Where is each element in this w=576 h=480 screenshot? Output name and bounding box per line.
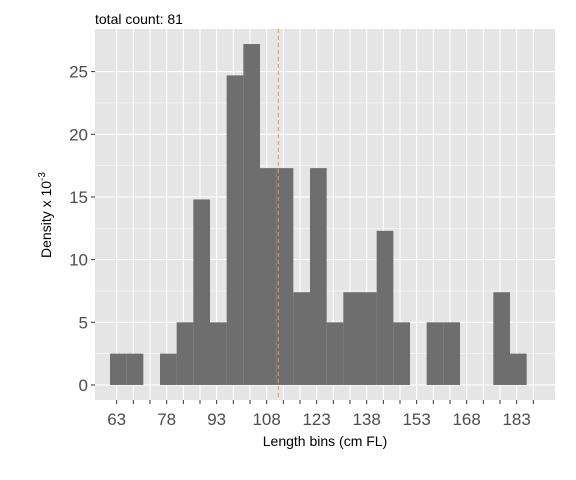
x-tick-label: 123 [302,410,330,429]
chart-subtitle: total count: 81 [95,11,183,27]
y-axis-title-main: Density x 10 [38,181,54,258]
histogram-bar [260,168,277,385]
y-tick-label: 20 [69,125,88,144]
y-tick-label: 10 [69,251,88,270]
x-tick-label: 63 [107,410,126,429]
histogram-bar [276,168,294,385]
histogram-bar [376,230,394,385]
histogram-bar [210,322,227,385]
histogram-bar [176,322,194,385]
histogram-bar [393,322,410,385]
y-tick-label: 5 [79,313,88,332]
x-axis-title: Length bins (cm FL) [263,433,388,449]
histogram-bar [510,353,527,385]
y-tick-label: 15 [69,188,88,207]
x-tick-label: 108 [252,410,280,429]
histogram-bar [160,353,177,385]
histogram-bar [493,292,510,385]
histogram-bar [293,292,310,385]
y-axis-title-exponent: -3 [37,172,48,181]
y-axis-title: Density x 10-3 [37,172,54,258]
histogram-bar [110,353,127,385]
histogram-bar [310,168,327,385]
x-tick-label: 93 [207,410,226,429]
y-tick-label: 25 [69,63,88,82]
x-axis-ticks: 63 78 93 108 123 138 153 168 183 [107,400,534,429]
x-tick-label: 153 [402,410,430,429]
x-tick-label: 168 [452,410,480,429]
y-axis-ticks: 0 5 10 15 20 25 [69,63,95,395]
histogram-bar [343,292,360,385]
histogram-bar [360,292,377,385]
x-tick-label: 78 [157,410,176,429]
histogram-bar [426,322,444,385]
x-tick-label: 183 [502,410,530,429]
histogram-bars [110,44,527,385]
histogram-bar [193,199,210,385]
y-tick-label: 0 [79,376,88,395]
histogram-bar [443,322,460,385]
histogram-bar [326,322,344,385]
histogram-bar [243,44,260,385]
histogram-bar [126,353,144,385]
histogram-bar [226,75,244,385]
x-tick-label: 138 [352,410,380,429]
